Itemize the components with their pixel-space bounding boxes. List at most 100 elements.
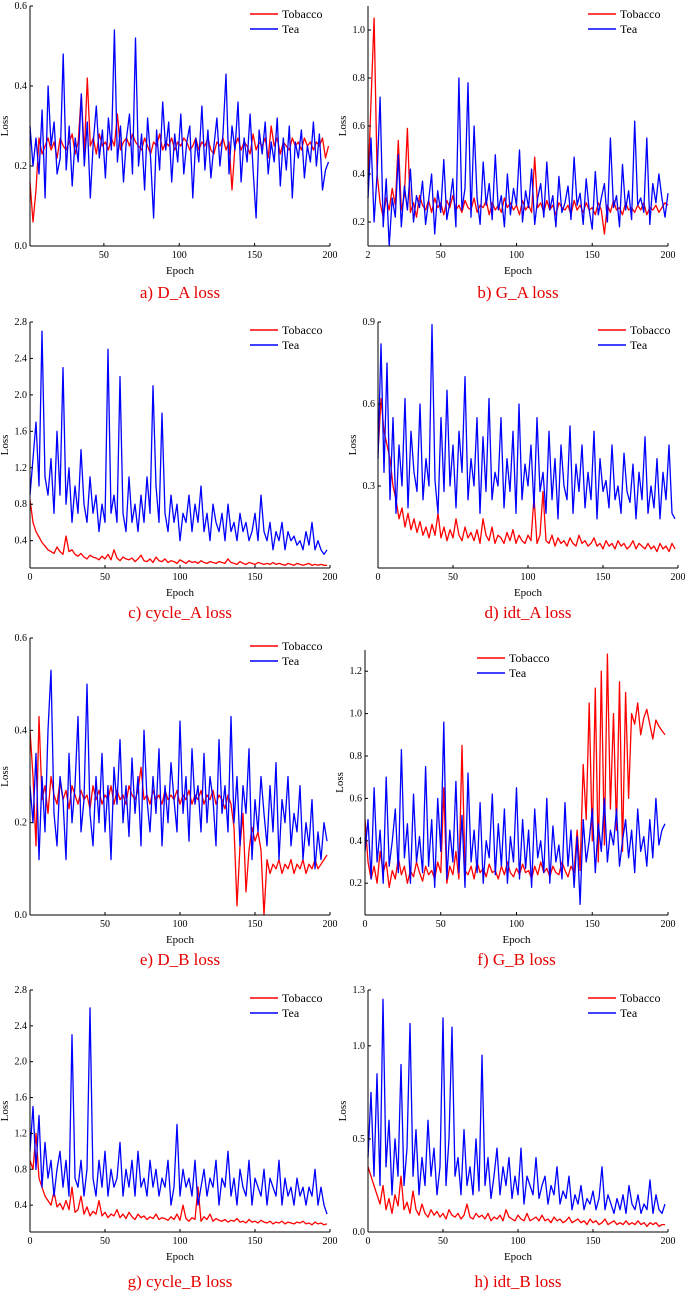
legend-label-tobacco: Tobacco: [282, 7, 322, 21]
x-tick-label: 100: [509, 919, 524, 930]
x-tick-label: 50: [438, 1236, 448, 1247]
x-tick-label: 150: [585, 919, 600, 930]
x-tick-label: 150: [248, 919, 263, 930]
y-tick-label: 1.2: [15, 1128, 28, 1139]
x-tick-label: 200: [323, 250, 338, 261]
y-tick-label: 0.0: [15, 241, 28, 252]
y-tick-label: 0.4: [15, 81, 28, 92]
y-tick-label: 0.4: [15, 536, 28, 547]
x-tick-label: 100: [509, 250, 524, 261]
series-line-tobacco: [367, 1166, 665, 1228]
series-line-tobacco: [29, 499, 327, 566]
legend-label-tobacco: Tobacco: [620, 991, 660, 1005]
x-tick-label: 100: [173, 919, 188, 930]
x-tick-label: 200: [323, 919, 338, 930]
x-tick-label: 100: [521, 572, 536, 583]
y-tick-label: 0.5: [353, 1134, 366, 1145]
chart-panel-G_A: 2 50 100 150 200 0.2 0.4 0.6 0.8 1.0 Epoch Loss Toba…: [337, 6, 676, 302]
legend-label-tea: Tea: [620, 1006, 638, 1020]
series-line-tobacco: [367, 17, 669, 235]
x-tick-label: 200: [661, 1236, 676, 1247]
y-tick-label: 0.4: [353, 169, 366, 180]
y-tick-label: 0.6: [15, 633, 28, 644]
legend-label-tea: Tea: [282, 1006, 300, 1020]
y-axis-label: Loss: [0, 116, 11, 137]
x-tick-label: 50: [436, 919, 446, 930]
y-tick-label: 1.6: [15, 1093, 28, 1104]
legend-label-tea: Tea: [282, 654, 300, 668]
x-tick-label: 150: [247, 250, 262, 261]
series-line-tea: [29, 1007, 328, 1215]
y-tick-label: 0.9: [363, 317, 376, 328]
chart-caption: b) G_A loss: [477, 283, 558, 302]
y-tick-label: 0.2: [353, 217, 366, 228]
x-tick-label: 50: [436, 250, 446, 261]
x-tick-label: 150: [248, 572, 263, 583]
x-tick-label: 100: [511, 1236, 526, 1247]
chart-caption: d) idt_A loss: [485, 603, 572, 622]
legend-label-tea: Tea: [509, 666, 527, 680]
legend-label-tobacco: Tobacco: [282, 323, 322, 337]
y-axis-label: Loss: [337, 116, 349, 137]
y-tick-label: 2.4: [15, 1021, 28, 1032]
x-axis-label: Epoch: [166, 1251, 195, 1263]
x-tick-label: 100: [173, 572, 188, 583]
y-tick-label: 0.6: [363, 399, 376, 410]
x-axis-label: Epoch: [166, 934, 195, 946]
y-tick-label: 1.0: [353, 25, 366, 36]
y-tick-label: 1.0: [350, 709, 363, 720]
chart-caption: f) G_B loss: [477, 950, 555, 969]
series-line-tobacco: [364, 653, 666, 889]
series-line-tea: [367, 77, 669, 247]
x-tick-label: 0: [363, 919, 368, 930]
x-tick-label: 200: [671, 572, 685, 583]
x-axis-label: Epoch: [514, 587, 543, 599]
series-line-tobacco: [377, 397, 676, 553]
y-tick-label: 2.0: [15, 390, 28, 401]
series-line-tea: [29, 669, 328, 870]
y-tick-label: 1.0: [353, 1041, 366, 1052]
chart-panel-idt_B: 0 50 100 150 200 0.0 0.5 1.0 1.3 Epoch Loss Tobacco…: [337, 985, 676, 1291]
x-tick-label: 200: [323, 572, 338, 583]
y-axis-label: Loss: [0, 1101, 11, 1122]
y-tick-label: 0.4: [15, 1200, 28, 1211]
y-tick-label: 1.2: [15, 463, 28, 474]
chart-panel-cycle_A: 0 50 100 150 200 0.4 0.8 1.2 1.6 2.0 2.4 2.8 Epoch Lo…: [0, 317, 338, 622]
x-tick-label: 0: [366, 1236, 371, 1247]
y-tick-label: 0.0: [353, 1227, 366, 1238]
y-axis-label: Loss: [337, 1101, 349, 1122]
x-axis-label: Epoch: [166, 265, 195, 277]
x-tick-label: 150: [586, 1236, 601, 1247]
x-tick-label: 50: [100, 919, 110, 930]
y-tick-label: 2.8: [15, 317, 28, 328]
x-axis-label: Epoch: [502, 934, 531, 946]
y-tick-label: 0.8: [353, 73, 366, 84]
chart-panel-D_B: 50 100 150 200 0.0 0.2 0.4 0.6 Epoch Loss TobaccoT…: [0, 633, 338, 969]
series-line-tea: [364, 721, 666, 906]
chart-caption: c) cycle_A loss: [128, 603, 232, 622]
y-tick-label: 2.4: [15, 353, 28, 364]
chart-caption: e) D_B loss: [140, 950, 220, 969]
legend-label-tobacco: Tobacco: [282, 639, 322, 653]
x-tick-label: 100: [173, 1236, 188, 1247]
x-tick-label: 0: [376, 572, 381, 583]
x-tick-label: 50: [100, 1236, 110, 1247]
x-tick-label: 200: [323, 1236, 338, 1247]
y-tick-label: 0.4: [15, 725, 28, 736]
legend-label-tea: Tea: [620, 22, 638, 36]
x-axis-label: Epoch: [166, 587, 195, 599]
y-tick-label: 1.6: [15, 426, 28, 437]
chart-panel-idt_A: 0 50 100 150 200 0.3 0.6 0.9 Epoch Loss TobaccoTea…: [347, 317, 685, 622]
x-axis-label: Epoch: [504, 265, 533, 277]
y-tick-label: 0.6: [353, 121, 366, 132]
x-tick-label: 50: [100, 572, 110, 583]
x-axis-label: Epoch: [504, 1251, 533, 1263]
y-tick-label: 0.6: [350, 793, 363, 804]
legend-label-tea: Tea: [282, 22, 300, 36]
x-tick-label: 50: [448, 572, 458, 583]
y-tick-label: 0.0: [15, 910, 28, 921]
y-tick-label: 0.8: [350, 751, 363, 762]
x-tick-label: 2: [366, 250, 371, 261]
series-line-tobacco: [29, 715, 328, 916]
